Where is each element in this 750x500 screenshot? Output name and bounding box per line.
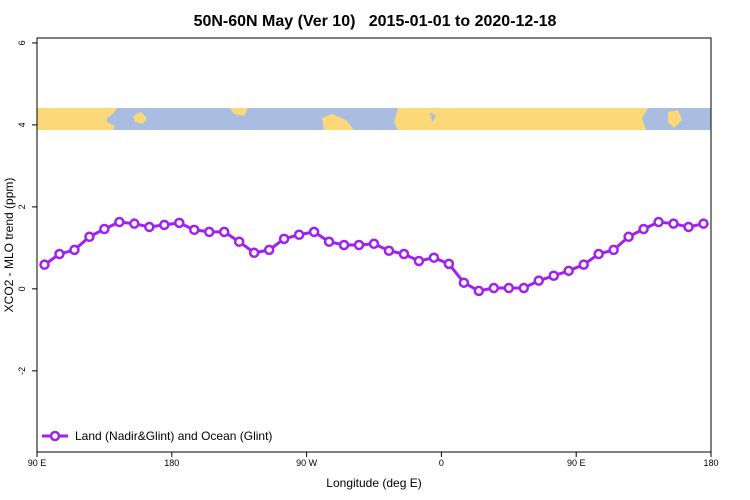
y-axis-label: XCO2 - MLO trend (ppm) [2,178,16,313]
point [593,248,604,260]
point [383,245,395,256]
point [189,224,200,236]
point [518,282,530,294]
point [683,221,694,233]
y-tick-label: 6 [17,40,27,45]
point [503,282,515,294]
point [248,247,260,259]
point [159,219,170,231]
point [698,218,709,229]
x-tick-label: 0 [439,458,444,468]
point [353,239,365,251]
point [278,233,290,245]
point [623,231,634,243]
series-line [43,220,704,293]
point [263,244,275,256]
point [638,223,649,235]
point [368,238,380,250]
chart-title: 50N-60N May (Ver 10) 2015-01-01 to 2020-… [194,13,557,30]
y-tick-label: 0 [17,286,27,291]
point [293,229,305,241]
point [174,217,185,229]
point [563,265,574,277]
point [233,236,245,247]
point [218,226,230,238]
point [488,282,500,294]
point [443,258,455,270]
point [668,218,679,229]
point [203,226,215,238]
plot-frame [36,37,712,453]
point [114,216,125,228]
point [473,285,485,297]
point [144,221,155,233]
x-tick-label: 180 [703,458,718,468]
point [54,248,65,260]
point [84,231,95,243]
x-axis-label: Longitude (deg E) [326,476,421,490]
x-tick-label: 90 W [296,458,318,468]
point [398,248,410,260]
point [129,218,140,229]
point [99,223,110,235]
point [338,239,350,251]
point [308,226,320,238]
point [69,244,80,256]
point [548,270,559,281]
x-tick-label: 180 [164,458,179,468]
x-tick-label: 90 E [28,458,47,468]
x-tick-label: 90 E [567,458,586,468]
legend-marker [49,430,61,442]
legend-label: Land (Nadir&Glint) and Ocean (Glint) [75,429,272,443]
point [653,216,664,228]
point [413,255,425,267]
point [323,236,335,247]
point [39,259,50,270]
point [458,277,470,288]
point [578,259,589,270]
y-tick-label: 4 [17,122,27,127]
map-strip [37,108,711,130]
point [608,244,619,256]
point [428,252,440,263]
point [533,275,545,286]
y-tick-label: 2 [17,204,27,209]
y-tick-label: -2 [17,367,27,375]
